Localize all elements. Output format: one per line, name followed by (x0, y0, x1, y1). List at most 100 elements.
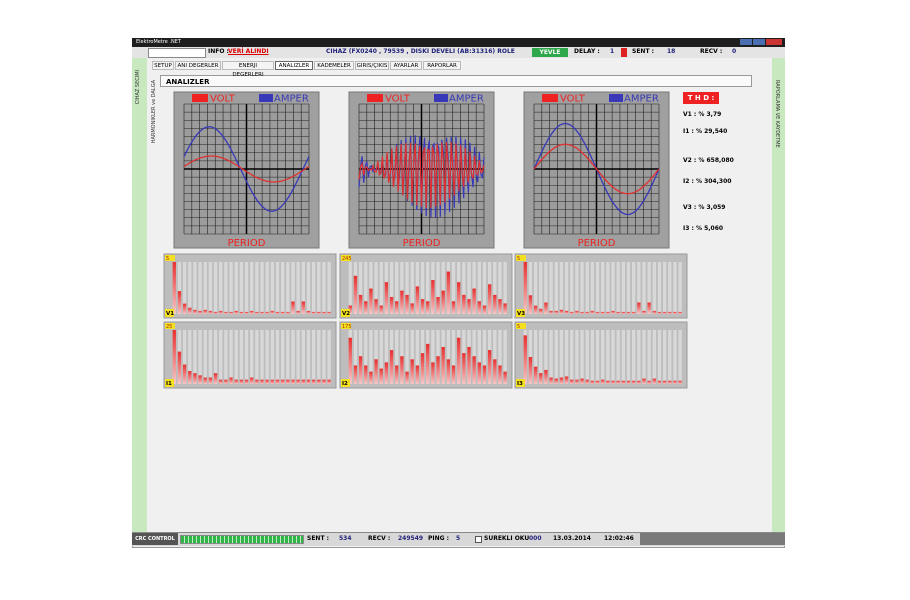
harmonic-slot (229, 262, 233, 314)
harmonic-bar (364, 365, 368, 384)
harmonic-slot (570, 330, 574, 384)
tab[interactable]: RAPORLAR (423, 61, 461, 70)
harmonic-bar (234, 310, 238, 314)
minimize-button[interactable] (740, 39, 752, 45)
harmonic-slot (260, 262, 264, 314)
harmonic-bar (286, 311, 290, 314)
tab[interactable]: SETUP (152, 61, 174, 70)
harmonic-bar (668, 380, 672, 384)
harmonic-bar (255, 311, 259, 314)
harmonic-slot (549, 330, 553, 384)
harmonic-slot (234, 330, 238, 384)
tab[interactable]: ENERJI DEGERLERI (222, 61, 274, 78)
harmonic-name: I3 (517, 381, 523, 387)
harmonic-slot (446, 330, 451, 384)
harmonic-slot (678, 330, 682, 384)
harmonic-slot (291, 262, 295, 314)
harmonic-bar (244, 379, 249, 384)
harmonic-bar (642, 310, 646, 314)
volt-legend: VOLT (560, 94, 586, 105)
tab[interactable]: ANALIZLER (275, 61, 313, 70)
harmonic-slot (322, 330, 326, 384)
sent-label: SENT : (632, 48, 655, 55)
name-badge (165, 379, 174, 387)
harmonic-bar (369, 371, 373, 384)
harmonic-slot (575, 262, 579, 314)
harmonic-slot (188, 262, 192, 314)
harmonic-bar (400, 290, 404, 314)
harmonic-bar (306, 379, 311, 384)
volt-swatch (542, 94, 558, 102)
ping-value: 5 (456, 535, 461, 542)
harmonic-slot (374, 262, 378, 314)
harmonic-slot (255, 262, 259, 314)
harmonic-bar (626, 311, 631, 314)
harmonic-slot (250, 330, 254, 384)
harmonic-slot (426, 262, 430, 314)
harmonic-bar (348, 337, 352, 384)
scale-badge (165, 323, 175, 329)
harmonic-slot (498, 262, 502, 314)
harmonic-slot (311, 262, 316, 314)
tab[interactable]: KADEMELER (314, 61, 354, 70)
harmonic-bar (384, 282, 389, 314)
harmonic-slot (317, 330, 321, 384)
harmonic-slot (549, 262, 553, 314)
harmonic-slot (291, 330, 295, 384)
harmonic-bar (270, 310, 275, 314)
harmonic-slot (203, 330, 207, 384)
harmonic-slot (420, 262, 425, 314)
harmonic-bar (477, 362, 481, 384)
harmonic-slot (616, 262, 620, 314)
harmonic-bar (467, 346, 471, 384)
harmonic-bar (436, 297, 440, 314)
harmonic-slot (280, 330, 285, 384)
maximize-button[interactable] (753, 39, 765, 45)
harmonic-slot (451, 262, 456, 314)
harmonic-bar (369, 288, 373, 314)
harmonic-slot (275, 262, 280, 314)
harmonic-slot (595, 262, 600, 314)
harmonic-slot (286, 262, 290, 314)
crc-label: CRC CONTROL (132, 533, 178, 545)
continuous-checkbox[interactable] (475, 536, 482, 543)
harmonic-slot (239, 330, 244, 384)
left-strip (132, 58, 147, 532)
harmonic-slot (662, 262, 667, 314)
harmonic-bar (306, 310, 311, 314)
harmonic-bar (559, 377, 564, 384)
harmonic-slot (379, 330, 383, 384)
harmonic-slot (657, 262, 662, 314)
harmonic-bar (585, 311, 589, 314)
harmonic-bar (311, 311, 316, 314)
harmonic-name: I2 (342, 381, 348, 387)
harmonic-bar (498, 299, 502, 314)
period-label: PERIOD (228, 238, 266, 249)
harmonic-slot (244, 330, 249, 384)
harmonic-bar (493, 294, 497, 314)
harmonic-bar (451, 365, 456, 384)
harmonic-bar (213, 311, 218, 314)
harmonic-bar (436, 356, 440, 384)
harmonic-bar (177, 291, 182, 314)
close-button[interactable] (766, 39, 782, 45)
harmonic-bar (182, 364, 187, 384)
harmonic-bar (544, 369, 548, 384)
harmonic-slot (322, 262, 326, 314)
device-dropdown[interactable] (148, 48, 206, 58)
harmonic-bar (275, 311, 280, 314)
tab[interactable]: AYARLAR (390, 61, 422, 70)
harmonic-bar (523, 335, 527, 384)
harmonic-bar (353, 275, 358, 314)
harmonic-bar (564, 310, 569, 314)
harmonic-slot (652, 262, 656, 314)
sent-value: 18 (667, 48, 676, 55)
tab[interactable]: ANI DEGERLER (175, 61, 221, 70)
amper-legend: AMPER (449, 94, 484, 105)
tab[interactable]: GIRIS/ÇIKIS (355, 61, 389, 70)
info-value: VERİ ALINDI (228, 48, 269, 55)
harmonic-slot (364, 330, 368, 384)
harmonic-bar (291, 301, 295, 314)
right-strip-label[interactable]: RAPORLAMA VE KAYDETME (774, 80, 780, 148)
harmonic-bar (198, 310, 202, 314)
